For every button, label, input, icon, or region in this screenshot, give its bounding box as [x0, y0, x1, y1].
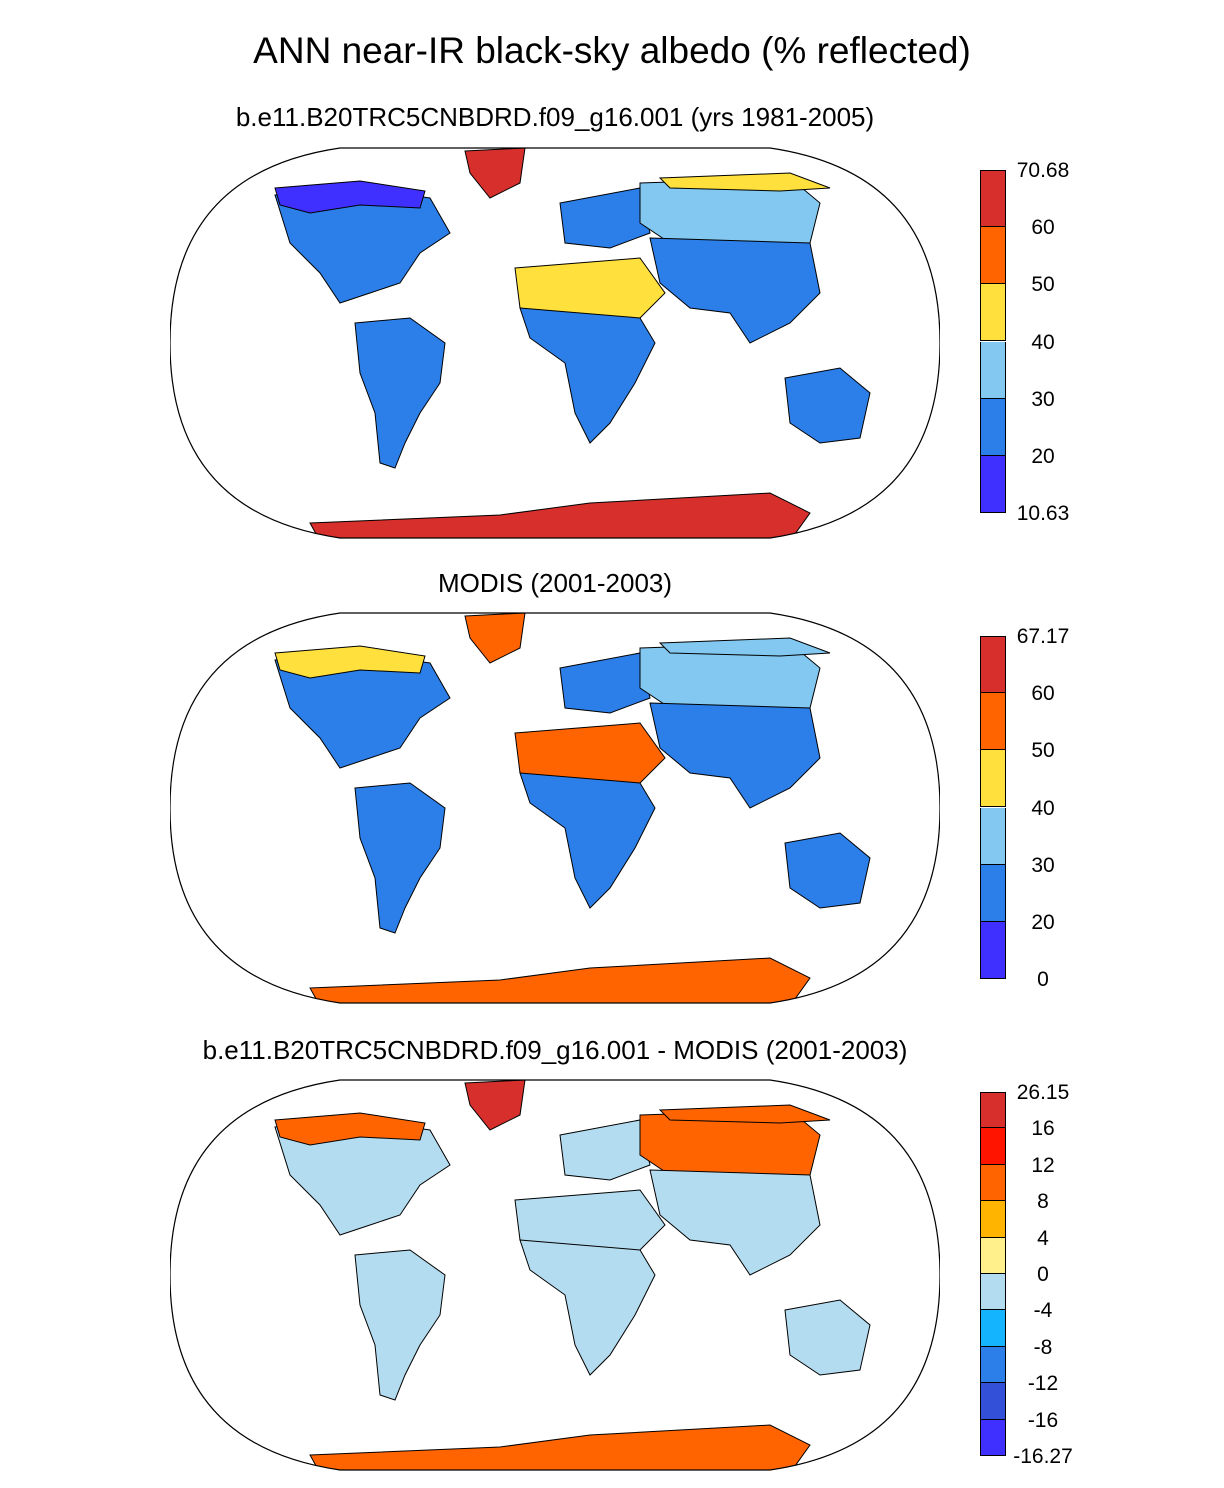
- region-europe: [559, 187, 651, 249]
- colorbar-segment: [980, 1383, 1006, 1420]
- region-canada-north: [274, 1112, 426, 1146]
- colorbar-tick-label: 0: [1037, 1263, 1049, 1286]
- region-canada-north: [274, 645, 426, 679]
- colorbar-segment: [980, 636, 1006, 694]
- region-africa: [519, 307, 656, 444]
- region-south-america: [354, 782, 446, 934]
- map-border: [170, 147, 940, 539]
- region-antarctica: [309, 957, 811, 1003]
- map-border: [170, 612, 940, 1004]
- colorbar-segment: [980, 1128, 1006, 1165]
- colorbar-tick-label: 30: [1031, 387, 1055, 411]
- region-greenland: [464, 613, 526, 664]
- colorbar-tick-label: 26.15: [1016, 1081, 1070, 1104]
- colorbar-tick-label: 0: [1037, 968, 1049, 991]
- colorbar-tick-label: -8: [1033, 1335, 1053, 1359]
- colorbar-tick-label: 8: [1037, 1190, 1049, 1214]
- colorbar-tick-label: 16: [1031, 1117, 1055, 1141]
- colorbar-segment: [980, 1201, 1006, 1238]
- colorbar-segment: [980, 227, 1006, 285]
- colorbar-tick-label: 50: [1031, 273, 1055, 297]
- colorbar-tick-label: 20: [1031, 910, 1055, 934]
- region-antarctica: [309, 492, 811, 538]
- region-australia: [784, 367, 871, 444]
- colorbar-segment: [980, 864, 1006, 922]
- region-asia: [649, 1169, 821, 1276]
- colorbar-tick-label: 70.68: [1016, 159, 1070, 182]
- colorbar-segment: [980, 398, 1006, 456]
- region-greenland: [464, 1080, 526, 1131]
- region-south-america: [354, 317, 446, 469]
- map-model: [170, 147, 940, 539]
- region-europe: [559, 1119, 651, 1181]
- colorbar-tick-label: -16: [1027, 1408, 1059, 1432]
- colorbar-segment: [980, 284, 1006, 342]
- colorbar-tick-label: 30: [1031, 853, 1055, 877]
- region-arctic-coast: [658, 637, 831, 657]
- colorbar-tick-label: 67.17: [1016, 625, 1070, 648]
- colorbar-tick-label: 40: [1031, 796, 1055, 820]
- map-obs: [170, 612, 940, 1004]
- colorbar-obs: [980, 636, 1006, 979]
- colorbar-segment: [980, 455, 1006, 513]
- region-australia: [784, 832, 871, 909]
- colorbar-tick-label: 60: [1031, 216, 1055, 240]
- colorbar-tick-label: 4: [1037, 1226, 1049, 1250]
- region-arctic-coast: [658, 1104, 831, 1124]
- colorbar-segment: [980, 1237, 1006, 1274]
- colorbar-segment: [980, 1346, 1006, 1384]
- map-border: [170, 1079, 940, 1471]
- colorbar-segment: [980, 693, 1006, 751]
- colorbar-diff: [980, 1092, 1006, 1456]
- region-europe: [559, 652, 651, 714]
- colorbar-segment: [980, 1274, 1006, 1311]
- colorbar-segment: [980, 1164, 1006, 1202]
- region-africa: [519, 772, 656, 909]
- colorbar-segment: [980, 750, 1006, 808]
- colorbar-tick-label: -12: [1027, 1372, 1059, 1396]
- region-south-america: [354, 1249, 446, 1401]
- region-australia: [784, 1299, 871, 1376]
- colorbar-tick-label: 40: [1031, 330, 1055, 354]
- region-africa: [519, 1239, 656, 1376]
- colorbar-segment: [980, 170, 1006, 228]
- colorbar-segment: [980, 921, 1006, 979]
- colorbar-segment: [980, 341, 1006, 399]
- map-diff: [170, 1079, 940, 1471]
- colorbar-tick-label: 10.63: [1016, 502, 1070, 525]
- colorbar-tick-label: 12: [1031, 1153, 1055, 1177]
- panel-title-obs: MODIS (2001-2003): [437, 568, 673, 598]
- colorbar-tick-label: -4: [1033, 1299, 1053, 1323]
- colorbar-model: [980, 170, 1006, 513]
- region-antarctica: [309, 1424, 811, 1470]
- panel-title-model: b.e11.B20TRC5CNBDRD.f09_g16.001 (yrs 198…: [235, 102, 875, 132]
- colorbar-tick-label: 50: [1031, 739, 1055, 763]
- colorbar-segment: [980, 1310, 1006, 1347]
- region-asia: [649, 702, 821, 809]
- region-arctic-coast: [658, 172, 831, 192]
- colorbar-tick-label: -16.27: [1013, 1445, 1073, 1468]
- colorbar-segment: [980, 1419, 1006, 1456]
- colorbar-segment: [980, 807, 1006, 865]
- colorbar-segment: [980, 1092, 1006, 1129]
- region-greenland: [464, 148, 526, 199]
- colorbar-tick-label: 20: [1031, 444, 1055, 468]
- region-asia: [649, 237, 821, 344]
- panel-title-diff: b.e11.B20TRC5CNBDRD.f09_g16.001 - MODIS …: [202, 1035, 908, 1065]
- region-canada-north: [274, 180, 426, 214]
- figure-title: ANN near-IR black-sky albedo (% reflecte…: [253, 30, 971, 71]
- colorbar-tick-label: 60: [1031, 682, 1055, 706]
